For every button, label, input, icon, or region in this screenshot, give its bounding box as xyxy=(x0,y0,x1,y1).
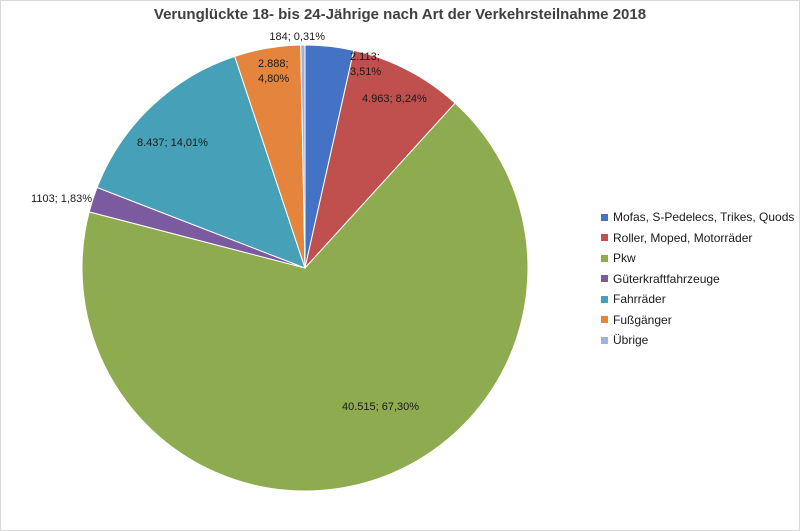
legend-item: Mofas, S-Pedelecs, Trikes, Quods xyxy=(601,207,794,228)
pie-slice xyxy=(300,44,306,269)
legend-swatch xyxy=(601,213,608,221)
chart-title: Verunglückte 18- bis 24-Jährige nach Art… xyxy=(153,6,647,23)
legend-swatch xyxy=(601,295,608,303)
pie-slice xyxy=(96,55,306,269)
legend-swatch xyxy=(601,336,608,344)
data-label: 4.963; 8,24% xyxy=(362,93,427,105)
legend: Mofas, S-Pedelecs, Trikes, Quods Roller, … xyxy=(601,207,794,351)
legend-label: Übrige xyxy=(613,333,649,348)
legend-swatch xyxy=(601,316,608,324)
data-label: 2.888; 4,80% xyxy=(258,58,289,85)
legend-item: Fußgänger xyxy=(601,310,794,331)
data-label: 184; 0,31% xyxy=(269,31,325,43)
legend-label: Fußgänger xyxy=(613,312,672,327)
data-label: 2.113; 3,51% xyxy=(350,51,381,78)
legend-item: Pkw xyxy=(601,248,794,269)
legend-label: Roller, Moped, Motorräder xyxy=(613,230,753,245)
legend-label: Mofas, S-Pedelecs, Trikes, Quods xyxy=(613,210,795,225)
legend-item: Güterkraftfahrzeuge xyxy=(601,269,794,290)
legend-label: Güterkraftfahrzeuge xyxy=(613,271,720,286)
legend-swatch xyxy=(601,234,608,242)
legend-swatch xyxy=(601,275,608,283)
legend-label: Fahrräder xyxy=(613,292,666,307)
pie-slice xyxy=(304,49,456,270)
data-label: 8.437; 14,01% xyxy=(137,137,208,149)
legend-label: Pkw xyxy=(613,251,636,266)
pie-slice xyxy=(81,102,529,492)
legend-item: Fahrräder xyxy=(601,289,794,310)
legend-item: Roller, Moped, Motorräder xyxy=(601,228,794,249)
data-label: 1103; 1,83% xyxy=(31,193,92,205)
data-label: 40.515; 67,30% xyxy=(342,401,419,413)
legend-swatch xyxy=(601,254,608,262)
legend-item: Übrige xyxy=(601,330,794,351)
